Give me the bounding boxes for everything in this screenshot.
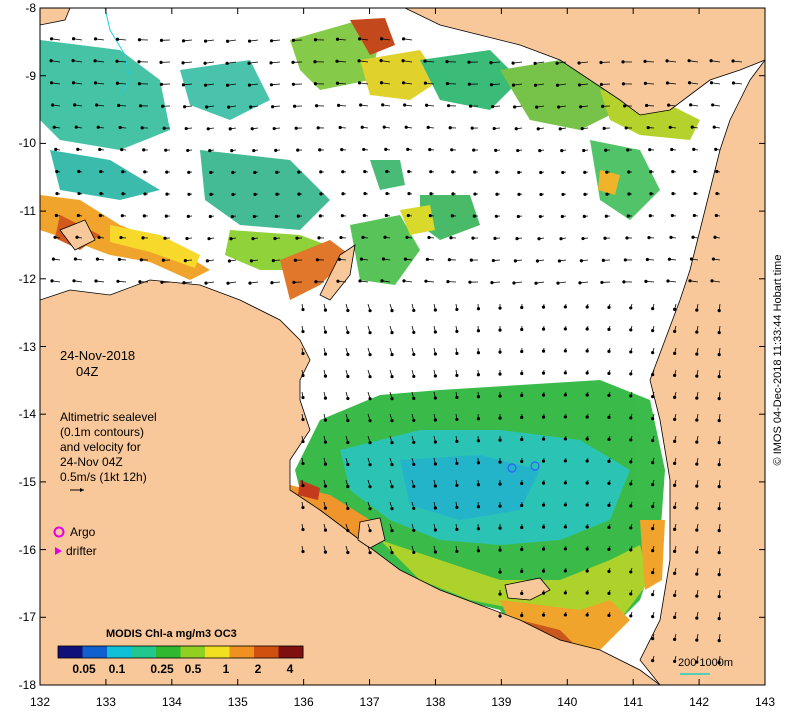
map-time: 04Z (76, 364, 98, 379)
argo-legend-label: Argo (70, 525, 95, 539)
y-tick-label: -13 (8, 340, 36, 354)
x-tick-label: 133 (96, 695, 116, 709)
colorbar-title: MODIS Chl-a mg/m3 OC3 (106, 628, 237, 640)
x-tick-label: 140 (557, 695, 577, 709)
colorbar-tick-label: 0.5 (179, 662, 207, 676)
altimetry-line-4: 24-Nov 04Z (60, 455, 123, 469)
x-tick-label: 141 (623, 695, 643, 709)
y-tick-label: -11 (8, 204, 36, 218)
x-tick-label: 136 (294, 695, 314, 709)
y-tick-label: -15 (8, 475, 36, 489)
x-tick-label: 135 (228, 695, 248, 709)
x-tick-label: 143 (755, 695, 775, 709)
y-tick-label: -17 (8, 610, 36, 624)
y-tick-label: -16 (8, 543, 36, 557)
altimetry-line-3: and velocity for (60, 440, 141, 454)
colorbar-tick-label: 0.1 (103, 662, 131, 676)
altimetry-line-1: Altimetric sealevel (60, 410, 157, 424)
colorbar-tick-label: 0.25 (148, 662, 176, 676)
x-tick-label: 132 (30, 695, 50, 709)
y-tick-label: -10 (8, 136, 36, 150)
colorbar-tick-label: 4 (276, 662, 304, 676)
scale-bar-label: 200 1000m (678, 657, 733, 669)
y-tick-label: -9 (8, 69, 36, 83)
altimetry-line-2: (0.1m contours) (60, 425, 144, 439)
y-tick-label: -18 (8, 678, 36, 692)
colorbar-tick-label: 1 (212, 662, 240, 676)
credit-text: © IMOS 04-Dec-2018 11:33:44 Hobart time (772, 255, 784, 466)
x-tick-label: 134 (162, 695, 182, 709)
y-tick-label: -12 (8, 272, 36, 286)
x-tick-label: 137 (360, 695, 380, 709)
colorbar-tick-label: 0.05 (70, 662, 98, 676)
drifter-legend-label: drifter (66, 544, 97, 558)
colorbar (58, 646, 304, 658)
x-tick-label: 139 (491, 695, 511, 709)
velocity-scale-label: 0.5m/s (1kt 12h) (60, 470, 147, 484)
y-tick-label: -8 (8, 1, 36, 15)
map-date: 24-Nov-2018 (60, 348, 135, 363)
colorbar-tick-label: 2 (244, 662, 272, 676)
y-tick-label: -14 (8, 407, 36, 421)
x-tick-label: 142 (689, 695, 709, 709)
x-tick-label: 138 (425, 695, 445, 709)
